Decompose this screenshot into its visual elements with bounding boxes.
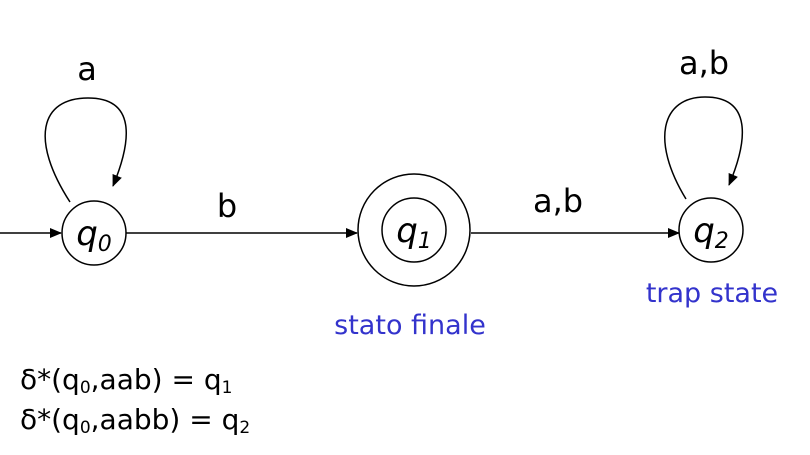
state-q1 xyxy=(381,197,447,263)
loop-q0-label: a xyxy=(77,50,97,88)
edge-q1-q2-label: a,b xyxy=(533,182,583,220)
formula-2: δ*(q0,aabb) = q2 xyxy=(20,403,251,438)
loop-q0 xyxy=(44,97,128,203)
formula-1: δ*(q0,aab) = q1 xyxy=(20,363,233,398)
state-q0-label: q0 xyxy=(76,214,112,257)
state-q1-outer xyxy=(357,173,471,287)
edge-q0-q1-label: b xyxy=(217,187,237,225)
trap-state-note: trap state xyxy=(646,278,778,309)
loop-q2-label: a,b xyxy=(679,44,729,82)
state-q1-label: q1 xyxy=(396,211,432,254)
state-q2 xyxy=(678,197,744,263)
state-q2-label: q2 xyxy=(693,211,729,254)
loop-q2 xyxy=(664,96,744,200)
final-state-note: stato finale xyxy=(334,310,486,341)
